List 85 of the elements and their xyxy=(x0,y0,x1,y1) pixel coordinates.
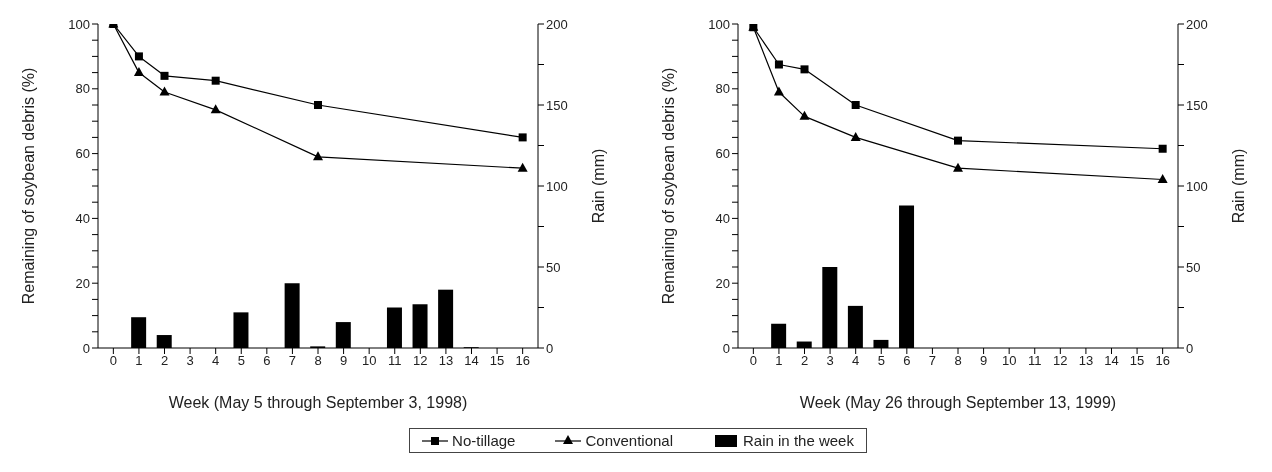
point xyxy=(954,136,962,145)
x-tick-label: 5 xyxy=(877,353,885,369)
y-tick-label: 40 xyxy=(75,211,90,227)
x-tick-label: 0 xyxy=(109,353,117,369)
y-tick-label: 40 xyxy=(715,211,730,227)
x-tick-label: 12 xyxy=(413,353,428,369)
y2-tick-label: 150 xyxy=(1186,97,1208,113)
legend-label: Rain in the week xyxy=(743,432,854,449)
y2-tick-label: 200 xyxy=(546,16,568,32)
x-tick-label: 10 xyxy=(1001,353,1017,369)
y-tick-label: 60 xyxy=(75,146,90,162)
point xyxy=(517,162,528,172)
point xyxy=(1158,144,1167,153)
y2-tick-label: 0 xyxy=(1186,340,1194,356)
x-tick-label: 8 xyxy=(314,353,322,369)
point xyxy=(851,101,860,109)
y-tick-label: 60 xyxy=(715,146,730,162)
y-tick-label: 0 xyxy=(82,340,90,356)
x-tick-label: 0 xyxy=(749,353,757,369)
point xyxy=(953,162,963,172)
point xyxy=(850,131,861,141)
y-axis-title: Remaining of soybean debris (%) xyxy=(659,67,677,305)
point xyxy=(773,86,784,96)
x-tick-label: 3 xyxy=(826,353,834,369)
x-tick-label: 10 xyxy=(361,353,377,369)
y-tick-label: 0 xyxy=(722,340,730,356)
y2-tick-label: 100 xyxy=(1186,178,1208,194)
x-tick-label: 6 xyxy=(263,353,271,369)
y-tick-label: 80 xyxy=(75,81,90,97)
y2-tick-label: 150 xyxy=(546,97,568,113)
y2-tick-label: 50 xyxy=(546,259,561,275)
x-tick-label: 13 xyxy=(438,353,454,369)
x-axis-title: Week (May 5 through September 3, 1998) xyxy=(168,394,468,411)
x-tick-label: 5 xyxy=(237,353,245,369)
y2-tick-label: 100 xyxy=(546,178,568,194)
y-tick-label: 20 xyxy=(75,275,90,291)
point xyxy=(134,52,143,61)
point xyxy=(211,76,220,85)
point xyxy=(160,71,169,80)
x-tick-label: 2 xyxy=(800,353,809,369)
x-tick-label: 6 xyxy=(903,353,911,369)
x-tick-label: 15 xyxy=(489,353,505,369)
point xyxy=(210,104,221,114)
legend-label: Conventional xyxy=(585,432,674,449)
x-tick-label: 16 xyxy=(515,353,530,369)
x-tick-label: 12 xyxy=(1053,353,1068,369)
x-tick-label: 11 xyxy=(387,353,402,369)
y-axis-title: Remaining of soybean debris (%) xyxy=(19,67,37,305)
x-tick-label: 16 xyxy=(1155,353,1170,369)
x-tick-label: 1 xyxy=(775,353,783,369)
point xyxy=(518,133,527,142)
point xyxy=(314,101,322,109)
point xyxy=(1157,174,1168,184)
y-tick-label: 100 xyxy=(68,16,90,32)
y2-axis-title: Rain (mm) xyxy=(1229,148,1247,224)
x-tick-label: 11 xyxy=(1027,353,1042,369)
x-tick-label: 13 xyxy=(1078,353,1094,369)
x-tick-label: 9 xyxy=(979,353,988,369)
point xyxy=(159,86,170,96)
x-tick-label: 14 xyxy=(1104,353,1119,369)
point xyxy=(133,67,144,77)
y2-tick-label: 200 xyxy=(1186,16,1208,32)
y2-tick-label: 0 xyxy=(546,340,554,356)
x-tick-label: 14 xyxy=(464,353,479,369)
x-tick-label: 7 xyxy=(928,353,937,369)
y-tick-label: 20 xyxy=(715,275,730,291)
y2-tick-label: 50 xyxy=(1186,259,1201,275)
x-tick-label: 3 xyxy=(186,353,194,369)
y-tick-label: 80 xyxy=(715,81,730,97)
x-tick-label: 4 xyxy=(852,353,860,369)
point xyxy=(313,151,323,161)
x-tick-label: 4 xyxy=(212,353,220,369)
point xyxy=(800,65,809,74)
x-tick-label: 15 xyxy=(1129,353,1145,369)
y2-axis-title: Rain (mm) xyxy=(589,148,607,224)
x-tick-label: 2 xyxy=(160,353,169,369)
x-tick-label: 7 xyxy=(288,353,297,369)
x-tick-label: 9 xyxy=(339,353,348,369)
point xyxy=(774,60,783,69)
y-tick-label: 100 xyxy=(708,16,730,32)
legend-label: No-tillage xyxy=(452,432,516,449)
x-tick-label: 8 xyxy=(954,353,962,369)
point xyxy=(799,110,810,120)
x-axis-title: Week (May 26 through September 13, 1999) xyxy=(799,394,1117,411)
x-tick-label: 1 xyxy=(135,353,143,369)
